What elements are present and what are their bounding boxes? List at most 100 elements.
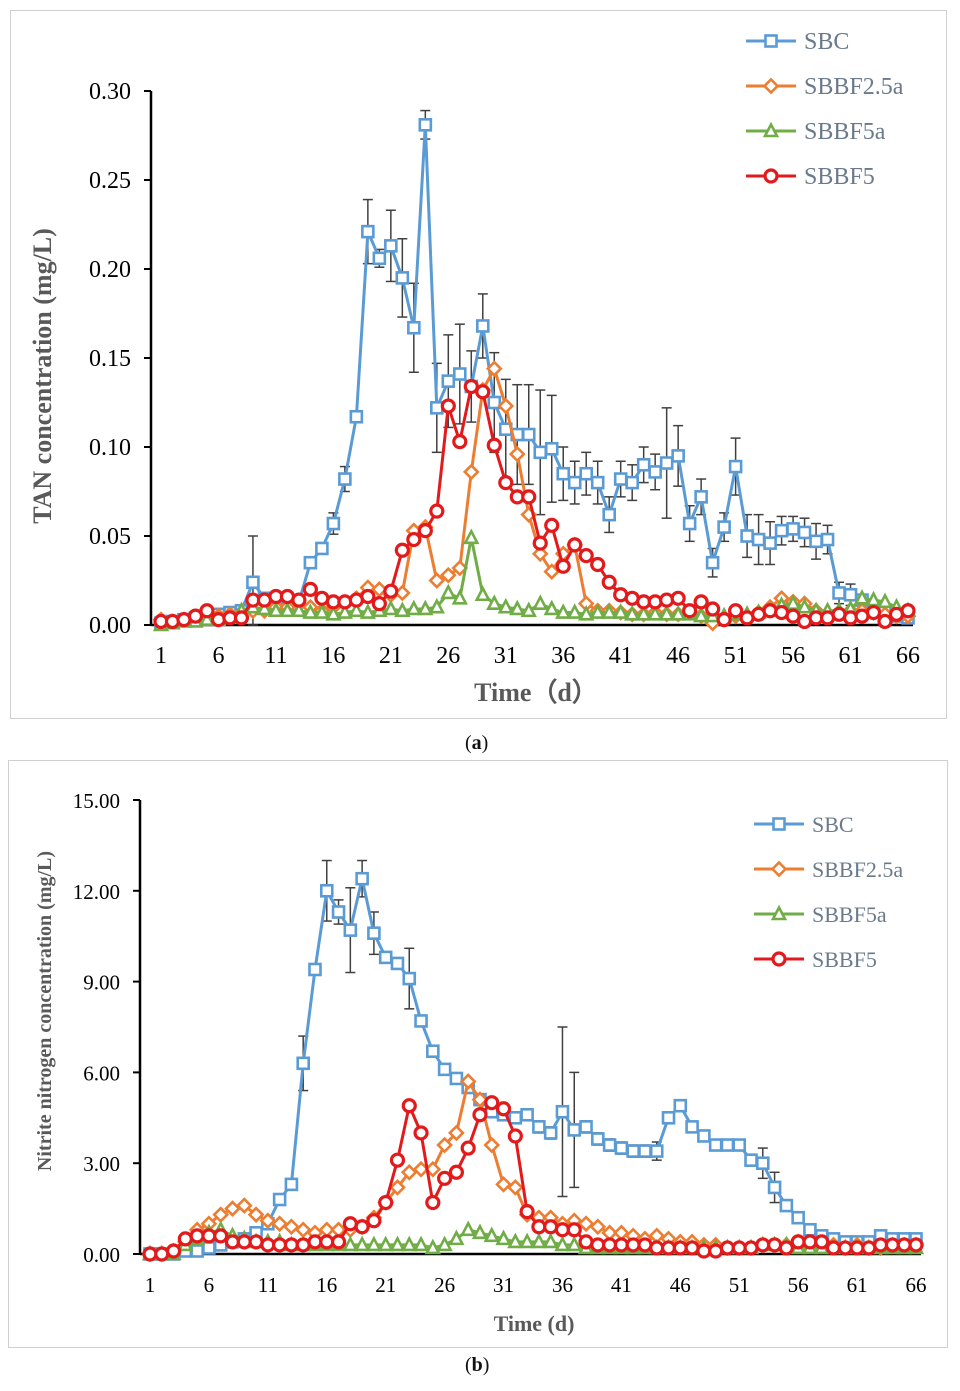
data-point — [451, 588, 468, 605]
data-point — [436, 1136, 453, 1154]
data-point — [290, 601, 308, 618]
legend-square-icon — [764, 34, 778, 48]
y-tick-label: 12.00 — [73, 880, 120, 904]
data-point — [507, 1232, 524, 1249]
data-point — [177, 1231, 193, 1247]
legend-item: SBBF2.5a — [754, 857, 903, 882]
data-point — [556, 466, 571, 481]
data-point — [331, 905, 346, 919]
x-tick-label: 51 — [729, 1273, 750, 1297]
data-point — [521, 427, 536, 442]
data-point — [395, 271, 410, 285]
data-point — [437, 1062, 452, 1077]
data-point — [436, 1235, 453, 1252]
data-point — [430, 401, 444, 415]
series-line — [150, 877, 916, 1256]
data-point — [425, 1194, 441, 1211]
data-point — [394, 542, 410, 558]
data-point — [693, 594, 709, 610]
data-point — [670, 590, 686, 606]
x-tick-label: 41 — [609, 643, 633, 669]
legend-circle-icon — [763, 168, 779, 184]
data-point — [797, 525, 812, 540]
x-tick-label: 31 — [494, 643, 518, 669]
data-point — [319, 884, 334, 898]
data-point — [766, 1237, 783, 1253]
data-point — [820, 532, 835, 547]
data-point — [401, 1098, 417, 1114]
data-point — [532, 594, 549, 610]
x-axis-title: Time (d) — [494, 1311, 575, 1336]
data-point — [382, 599, 399, 616]
x-tick-label: 1 — [145, 1273, 156, 1297]
legend-item: SBBF2.5a — [746, 74, 904, 100]
x-tick-label: 41 — [611, 1273, 632, 1297]
data-point — [705, 555, 720, 570]
data-point — [533, 445, 548, 460]
data-point — [417, 599, 434, 616]
chart-a: TAN concentration (mg/L) Time（d） 0.00 0.0… — [28, 29, 920, 707]
data-point — [684, 1240, 700, 1256]
data-point — [613, 472, 628, 486]
data-point — [367, 926, 381, 940]
data-point — [342, 1235, 359, 1252]
data-point — [487, 395, 502, 410]
data-point — [483, 1136, 501, 1154]
y-tick-label: 3.00 — [83, 1152, 120, 1176]
data-point — [484, 1095, 500, 1111]
data-point — [751, 532, 766, 547]
data-point — [530, 1232, 548, 1249]
data-point — [673, 1098, 688, 1113]
data-point — [543, 1219, 559, 1235]
data-point — [359, 603, 377, 619]
data-point — [532, 1120, 546, 1134]
legend-label: SBC — [812, 812, 854, 837]
data-point — [495, 1176, 512, 1193]
data-point — [542, 1232, 559, 1249]
data-point — [259, 1212, 277, 1230]
data-point — [647, 605, 664, 621]
data-point — [348, 601, 365, 618]
data-point — [413, 1125, 429, 1141]
x-tick-label: 61 — [839, 643, 863, 669]
x-tick-label: 6 — [204, 1273, 215, 1297]
y-tick-label: 6.00 — [83, 1061, 120, 1085]
x-tick-label: 56 — [781, 643, 805, 669]
y-tick-label: 0.00 — [89, 613, 131, 639]
caption-a: (a) — [465, 732, 489, 754]
data-point — [459, 1073, 477, 1090]
legend: SBC SBBF2.5a SBBF5a SBBF5 — [754, 812, 903, 972]
data-point — [389, 1179, 406, 1196]
data-point — [624, 605, 641, 621]
data-point — [202, 1241, 216, 1255]
data-point — [355, 871, 369, 886]
data-point — [302, 581, 318, 598]
data-point — [876, 592, 894, 609]
legend-item: SBBF5 — [754, 947, 877, 972]
data-point — [658, 605, 675, 621]
data-point — [532, 535, 548, 551]
legend-label: SBBF5 — [812, 947, 877, 972]
x-tick-label: 66 — [896, 643, 920, 669]
data-point — [555, 1104, 570, 1119]
legend-label: SBBF2.5a — [812, 857, 903, 882]
data-point — [635, 605, 652, 621]
data-point — [578, 1234, 594, 1250]
data-point — [544, 517, 560, 533]
data-point — [566, 603, 583, 619]
data-point — [796, 597, 813, 614]
legend-circle-icon — [771, 951, 787, 967]
series-sbc — [143, 871, 923, 1261]
data-point — [325, 605, 342, 621]
data-point — [485, 360, 503, 378]
x-tick-label: 1 — [155, 643, 167, 669]
data-point — [463, 528, 480, 545]
x-tick-label: 16 — [316, 1273, 337, 1297]
data-point — [338, 472, 352, 486]
caption-b-letter: b — [471, 1354, 483, 1376]
data-point — [590, 475, 605, 490]
data-point — [708, 1138, 723, 1152]
data-point — [414, 1014, 428, 1028]
data-point — [814, 1234, 830, 1250]
data-point — [520, 601, 537, 618]
